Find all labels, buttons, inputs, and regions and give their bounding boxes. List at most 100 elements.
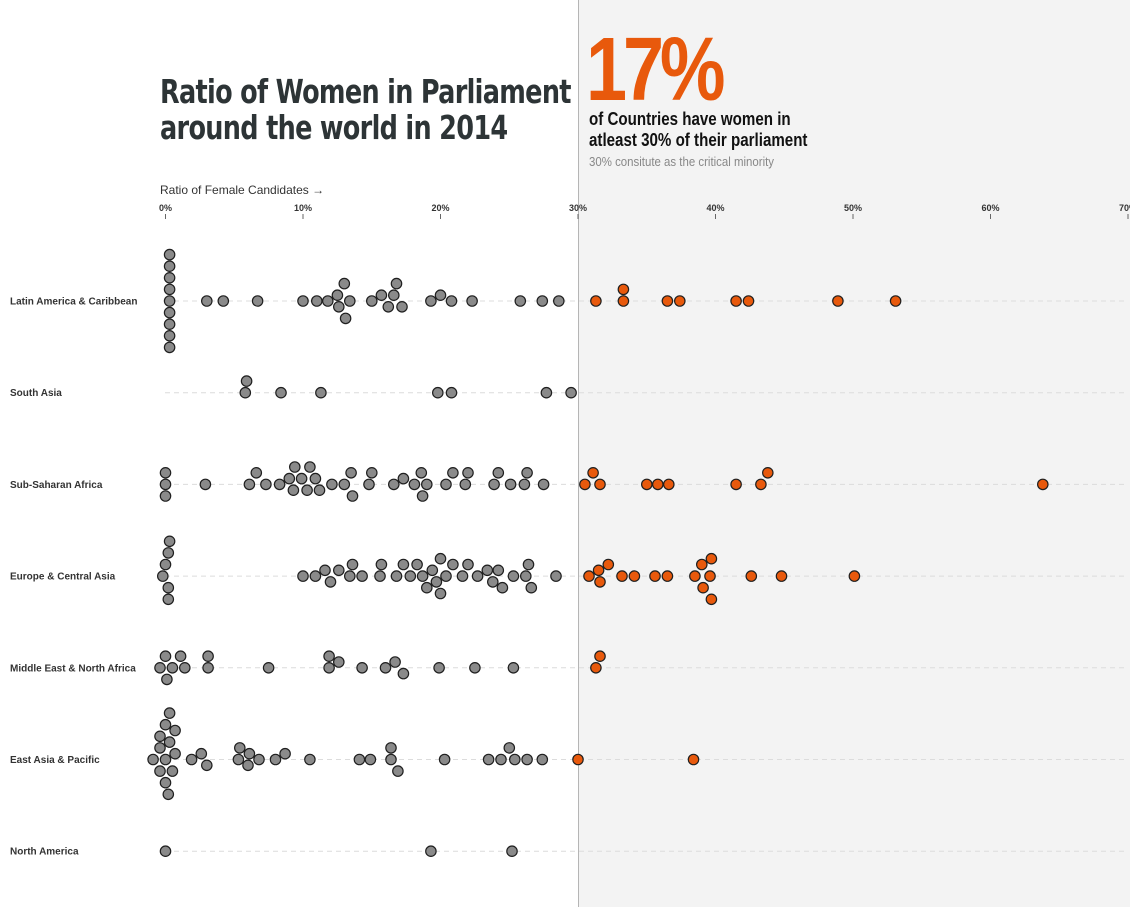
country-dot xyxy=(338,277,351,290)
country-dot xyxy=(301,484,313,496)
country-dot xyxy=(310,295,323,307)
country-dot xyxy=(163,736,176,748)
country-dot xyxy=(761,466,774,479)
country-dot xyxy=(385,753,397,766)
country-dot xyxy=(154,661,166,674)
x-tick-label: 20% xyxy=(431,203,449,213)
stat-description: of Countries have women in atleast 30% o… xyxy=(589,109,807,151)
country-dot xyxy=(628,570,641,582)
page-title: Ratio of Women in Parliament around the … xyxy=(160,74,572,146)
country-dot xyxy=(616,570,628,582)
country-dot xyxy=(390,277,403,290)
country-dot xyxy=(640,478,653,491)
country-dot xyxy=(179,661,191,674)
country-dot xyxy=(397,667,410,680)
region-row: Sub-Saharan Africa xyxy=(10,461,1125,502)
country-dot xyxy=(297,570,309,582)
region-row: Latin America & Caribbean xyxy=(10,248,1125,354)
country-dot xyxy=(242,759,254,772)
country-dot xyxy=(379,661,392,674)
country-dot xyxy=(492,466,505,479)
country-dot xyxy=(287,484,300,496)
country-dot xyxy=(466,295,478,307)
country-dot xyxy=(438,753,451,766)
country-dot xyxy=(695,558,708,571)
country-dot xyxy=(433,661,445,674)
region-label: Middle East & North Africa xyxy=(10,663,136,674)
country-dot xyxy=(617,295,630,307)
country-dot xyxy=(482,753,495,766)
country-dot xyxy=(243,478,256,491)
country-dot xyxy=(434,587,447,600)
stat-percentage: 17% xyxy=(586,20,726,120)
country-dot xyxy=(389,656,401,668)
country-dot xyxy=(594,576,606,588)
country-dot xyxy=(169,747,181,760)
country-dot xyxy=(163,295,176,307)
country-dot xyxy=(159,845,172,857)
country-dot xyxy=(687,753,700,766)
country-dot xyxy=(251,295,264,307)
region-label: North America xyxy=(10,847,79,858)
country-dot xyxy=(519,570,532,582)
country-dot xyxy=(488,478,500,491)
country-dot xyxy=(889,295,902,307)
country-dot xyxy=(174,650,187,662)
country-dot xyxy=(375,558,388,571)
country-dot xyxy=(397,472,410,485)
country-dot xyxy=(343,570,356,582)
country-dot xyxy=(356,661,368,674)
country-dot xyxy=(279,747,291,760)
country-dot xyxy=(705,552,718,565)
region-row: Europe & Central Asia xyxy=(10,535,1125,606)
country-dot xyxy=(269,753,282,766)
country-dot xyxy=(387,478,400,491)
country-dot xyxy=(346,558,359,571)
country-dot xyxy=(522,558,535,571)
country-dot xyxy=(387,289,400,301)
country-dot xyxy=(202,661,214,674)
country-dot xyxy=(617,283,630,296)
country-dot xyxy=(232,753,245,766)
region-row: North America xyxy=(10,845,1125,858)
stat-description-line-1: of Countries have women in xyxy=(589,109,791,129)
x-tick-label: 10% xyxy=(294,203,312,213)
x-tick-label: 50% xyxy=(844,203,862,213)
country-dot xyxy=(162,593,175,606)
country-dot xyxy=(159,466,172,479)
country-dot xyxy=(239,386,252,399)
country-dot xyxy=(431,386,444,399)
country-dot xyxy=(345,466,357,479)
country-dot xyxy=(471,570,484,582)
x-tick-label: 70% xyxy=(1119,203,1130,213)
country-dot xyxy=(385,742,397,754)
country-dot xyxy=(1037,478,1049,491)
country-dot xyxy=(536,295,549,307)
country-dot xyxy=(673,295,686,307)
x-tick-label: 40% xyxy=(706,203,724,213)
country-dot xyxy=(430,576,443,588)
country-dot xyxy=(425,295,437,307)
country-dot xyxy=(540,386,553,399)
region-row: South Asia xyxy=(10,375,1125,399)
country-dot xyxy=(159,753,172,766)
country-dot xyxy=(315,386,327,399)
country-dot xyxy=(552,295,565,307)
country-dot xyxy=(159,478,172,491)
country-dot xyxy=(506,845,518,857)
critical-minority-region xyxy=(578,0,1130,907)
country-dot xyxy=(159,490,172,502)
country-dot xyxy=(339,312,352,325)
country-dot xyxy=(161,673,173,686)
country-dot xyxy=(365,295,378,307)
country-dot xyxy=(346,490,359,502)
x-axis-ticks: 0% 10% 20% 30% 40% 50% 60% 70% xyxy=(159,203,1130,219)
country-dot xyxy=(507,570,520,582)
country-dot xyxy=(163,318,176,330)
country-dot xyxy=(353,753,366,766)
country-dot xyxy=(154,765,166,777)
country-dot xyxy=(163,535,176,548)
country-dot xyxy=(157,570,169,582)
stat-note: 30% consitute as the critical minority xyxy=(589,154,775,169)
